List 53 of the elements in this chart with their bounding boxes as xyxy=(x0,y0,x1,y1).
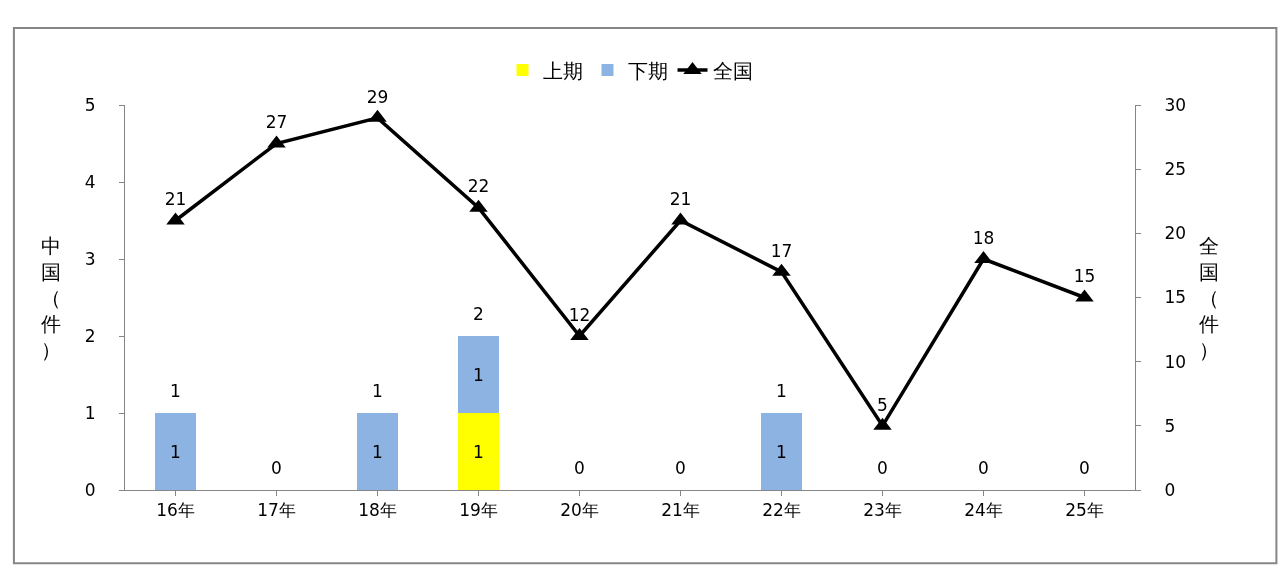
y-tick-label: 4 xyxy=(84,171,96,192)
data-label: 5 xyxy=(877,394,888,415)
y-tick-label: 0 xyxy=(84,479,96,500)
x-tick-label: 25年 xyxy=(1065,500,1104,521)
data-label: 15 xyxy=(1073,266,1096,287)
y-tick-label: 3 xyxy=(84,248,96,269)
total-label: 1 xyxy=(372,381,383,401)
y-tick-label: 1 xyxy=(84,402,96,423)
data-label: 17 xyxy=(770,240,793,261)
x-tick-label: 22年 xyxy=(762,500,801,521)
data-label: 1 xyxy=(776,441,787,462)
data-label: 1 xyxy=(372,441,383,462)
data-label: 27 xyxy=(265,112,288,133)
x-tick-label: 17年 xyxy=(257,500,296,521)
y2-tick-label: 20 xyxy=(1164,223,1187,244)
y2-tick-label: 5 xyxy=(1164,415,1176,436)
y-axis-title: 中国（件） xyxy=(41,234,61,362)
y-tick-label: 5 xyxy=(84,94,96,115)
data-label: 12 xyxy=(568,304,591,325)
total-label: 1 xyxy=(170,381,181,401)
total-label: 0 xyxy=(877,458,888,478)
data-label: 18 xyxy=(972,227,995,248)
y-tick-label: 2 xyxy=(84,325,96,346)
total-label: 0 xyxy=(271,458,282,478)
total-label: 0 xyxy=(675,458,686,478)
y2-tick-label: 10 xyxy=(1164,351,1187,372)
y2-tick-label: 30 xyxy=(1164,94,1187,115)
data-label: 1 xyxy=(473,441,484,462)
x-tick-label: 21年 xyxy=(661,500,700,521)
data-label: 22 xyxy=(467,176,490,197)
total-label: 0 xyxy=(978,458,989,478)
x-tick-label: 19年 xyxy=(459,500,498,521)
y2-tick-label: 25 xyxy=(1164,159,1187,180)
data-label: 1 xyxy=(473,364,484,385)
y2-tick-label: 0 xyxy=(1164,479,1176,500)
legend-label: 上期 xyxy=(542,58,583,83)
legend-label: 全国 xyxy=(712,58,753,83)
x-tick-label: 18年 xyxy=(358,500,397,521)
y2-axis-title: 全国（件） xyxy=(1199,234,1219,362)
x-tick-label: 24年 xyxy=(964,500,1003,521)
x-tick-label: 16年 xyxy=(156,500,195,521)
total-label: 0 xyxy=(1079,458,1090,478)
y2-tick-label: 15 xyxy=(1164,287,1187,308)
data-label: 21 xyxy=(164,189,187,210)
total-label: 1 xyxy=(776,381,787,401)
data-label: 29 xyxy=(366,86,389,107)
total-label: 2 xyxy=(473,304,484,324)
legend-label: 下期 xyxy=(627,58,668,83)
total-label: 0 xyxy=(574,458,585,478)
x-tick-label: 20年 xyxy=(560,500,599,521)
data-label: 21 xyxy=(669,189,692,210)
x-tick-label: 23年 xyxy=(863,500,902,521)
data-label: 1 xyxy=(170,441,181,462)
